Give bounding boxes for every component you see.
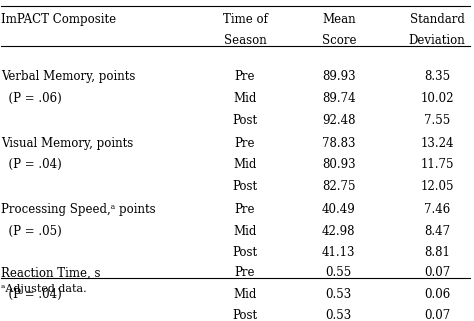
Text: (P = .05): (P = .05)	[1, 224, 62, 238]
Text: 40.49: 40.49	[322, 203, 356, 216]
Text: 0.55: 0.55	[326, 266, 352, 279]
Text: 78.83: 78.83	[322, 137, 356, 150]
Text: Score: Score	[321, 34, 356, 48]
Text: 42.98: 42.98	[322, 224, 356, 238]
Text: 80.93: 80.93	[322, 158, 356, 171]
Text: 89.74: 89.74	[322, 92, 356, 105]
Text: Mid: Mid	[233, 288, 257, 301]
Text: Verbal Memory, points: Verbal Memory, points	[1, 71, 136, 83]
Text: 11.75: 11.75	[420, 158, 454, 171]
Text: 0.53: 0.53	[326, 288, 352, 301]
Text: 0.07: 0.07	[424, 309, 450, 321]
Text: 7.55: 7.55	[424, 114, 450, 127]
Text: ᵃAdjusted data.: ᵃAdjusted data.	[1, 283, 87, 293]
Text: 0.06: 0.06	[424, 288, 450, 301]
Text: Processing Speed,ᵃ points: Processing Speed,ᵃ points	[1, 203, 156, 216]
Text: Pre: Pre	[235, 71, 255, 83]
Text: 8.47: 8.47	[424, 224, 450, 238]
Text: Mean: Mean	[322, 13, 356, 26]
Text: (P = .04): (P = .04)	[1, 288, 62, 301]
Text: 89.93: 89.93	[322, 71, 356, 83]
Text: Pre: Pre	[235, 203, 255, 216]
Text: Visual Memory, points: Visual Memory, points	[1, 137, 134, 150]
Text: 10.02: 10.02	[420, 92, 454, 105]
Text: Post: Post	[232, 114, 257, 127]
Text: Season: Season	[224, 34, 266, 48]
Text: Time of: Time of	[223, 13, 267, 26]
Text: Mid: Mid	[233, 92, 257, 105]
Text: 41.13: 41.13	[322, 246, 356, 259]
Text: Pre: Pre	[235, 137, 255, 150]
Text: 0.07: 0.07	[424, 266, 450, 279]
Text: Post: Post	[232, 180, 257, 193]
Text: Post: Post	[232, 309, 257, 321]
Text: Post: Post	[232, 246, 257, 259]
Text: ImPACT Composite: ImPACT Composite	[1, 13, 117, 26]
Text: Mid: Mid	[233, 158, 257, 171]
Text: 8.35: 8.35	[424, 71, 450, 83]
Text: 8.81: 8.81	[424, 246, 450, 259]
Text: Deviation: Deviation	[409, 34, 465, 48]
Text: 82.75: 82.75	[322, 180, 356, 193]
Text: 13.24: 13.24	[420, 137, 454, 150]
Text: Pre: Pre	[235, 266, 255, 279]
Text: (P = .06): (P = .06)	[1, 92, 62, 105]
Text: Reaction Time, s: Reaction Time, s	[1, 266, 101, 279]
Text: 92.48: 92.48	[322, 114, 356, 127]
Text: Standard: Standard	[410, 13, 465, 26]
Text: 7.46: 7.46	[424, 203, 450, 216]
Text: (P = .04): (P = .04)	[1, 158, 62, 171]
Text: 12.05: 12.05	[420, 180, 454, 193]
Text: 0.53: 0.53	[326, 309, 352, 321]
Text: Mid: Mid	[233, 224, 257, 238]
